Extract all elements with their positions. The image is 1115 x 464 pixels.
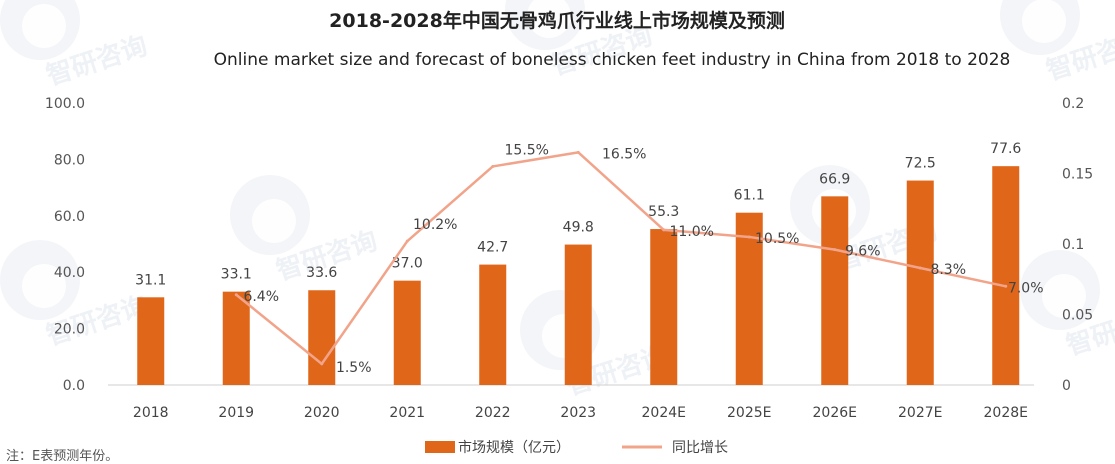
legend-line-label: 同比增长 bbox=[672, 440, 728, 456]
line-point bbox=[1004, 284, 1008, 288]
right-y-tick-label: 0.15 bbox=[1062, 167, 1093, 183]
line-data-label: 1.5% bbox=[336, 360, 372, 376]
watermark-logo: 智研咨询 bbox=[1000, 0, 1115, 87]
watermark-logo: 智研咨询 bbox=[505, 0, 656, 82]
left-y-axis: 0.0 20.0 40.0 60.0 80.0 100.0 bbox=[45, 96, 85, 394]
bar bbox=[821, 196, 849, 385]
right-y-tick-label: 0 bbox=[1062, 378, 1071, 394]
left-y-tick-label: 100.0 bbox=[45, 96, 85, 112]
right-y-tick-label: 0.2 bbox=[1062, 96, 1084, 112]
bar bbox=[393, 280, 421, 385]
watermark-logo: 智研咨询 bbox=[1020, 250, 1115, 362]
line-data-label: 15.5% bbox=[505, 142, 549, 158]
x-tick-label: 2023 bbox=[560, 405, 596, 421]
bar bbox=[650, 229, 678, 385]
bar-series: 31.1 33.1 33.6 37.0 42.7 49.8 55.3 61.1 66.9 72.5… bbox=[135, 141, 1021, 385]
x-tick-label: 2021 bbox=[389, 405, 425, 421]
bar bbox=[137, 297, 165, 385]
x-axis: 2018 2019 2020 2021 2022 2023 2024E 2025E 2026E 2… bbox=[133, 405, 1028, 421]
chart-title: 2018-2028年中国无骨鸡爪行业线上市场规模及预测 bbox=[329, 9, 785, 32]
line-data-label: 8.3% bbox=[930, 262, 966, 278]
bar-data-label: 72.5 bbox=[905, 156, 936, 172]
left-y-tick-label: 20.0 bbox=[54, 322, 85, 338]
right-y-axis: 0 0.05 0.1 0.15 0.2 bbox=[1062, 96, 1093, 394]
x-tick-label: 2026E bbox=[813, 405, 857, 421]
line-point bbox=[918, 266, 922, 270]
left-y-tick-label: 80.0 bbox=[54, 152, 85, 168]
bar-data-label: 66.9 bbox=[819, 171, 850, 187]
legend: 市场规模（亿元） 同比增长 bbox=[425, 439, 728, 456]
right-y-tick-label: 0.05 bbox=[1062, 308, 1093, 324]
watermark-logo: 智研咨询 bbox=[0, 0, 151, 92]
line-data-label: 11.0% bbox=[670, 224, 714, 240]
line-point bbox=[405, 239, 409, 243]
x-tick-label: 2028E bbox=[984, 405, 1028, 421]
bar bbox=[479, 264, 507, 385]
bar-data-label: 33.6 bbox=[306, 265, 337, 281]
x-tick-label: 2024E bbox=[642, 405, 686, 421]
left-y-tick-label: 0.0 bbox=[63, 378, 85, 394]
x-tick-label: 2019 bbox=[218, 405, 254, 421]
growth-line bbox=[235, 151, 1007, 366]
line-point bbox=[662, 228, 666, 232]
line-data-label: 7.0% bbox=[1008, 280, 1044, 296]
bar-data-label: 55.3 bbox=[648, 204, 679, 220]
chart-subtitle: Online market size and forecast of bonel… bbox=[214, 50, 1011, 70]
line-point bbox=[576, 150, 580, 154]
line-series: 6.4% 1.5% 10.2% 15.5% 16.5% 11.0% 10.5% 9.6% 8.3… bbox=[234, 142, 1044, 376]
line-data-label: 9.6% bbox=[845, 244, 881, 260]
line-point bbox=[747, 235, 751, 239]
legend-bar-swatch bbox=[425, 441, 455, 453]
bar-data-label: 33.1 bbox=[221, 267, 252, 283]
line-point bbox=[320, 362, 324, 366]
bar bbox=[564, 244, 592, 385]
x-tick-label: 2027E bbox=[898, 405, 942, 421]
right-y-tick-label: 0.1 bbox=[1062, 237, 1084, 253]
x-tick-label: 2020 bbox=[304, 405, 340, 421]
x-tick-label: 2025E bbox=[727, 405, 771, 421]
footnote: 注：E表预测年份。 bbox=[6, 449, 118, 464]
bar-data-label: 31.1 bbox=[135, 272, 166, 288]
left-y-tick-label: 40.0 bbox=[54, 265, 85, 281]
line-data-label: 10.5% bbox=[755, 231, 799, 247]
bar-data-label: 42.7 bbox=[477, 240, 508, 256]
bar bbox=[992, 166, 1020, 385]
bar-data-label: 37.0 bbox=[392, 256, 423, 272]
line-point bbox=[234, 293, 238, 297]
left-y-tick-label: 60.0 bbox=[54, 209, 85, 225]
line-point bbox=[833, 248, 837, 252]
bar bbox=[735, 212, 763, 385]
x-tick-label: 2018 bbox=[133, 405, 169, 421]
line-point bbox=[491, 164, 495, 168]
bar bbox=[308, 290, 336, 385]
line-data-label: 10.2% bbox=[413, 217, 457, 233]
bar bbox=[222, 291, 250, 385]
bar-data-label: 49.8 bbox=[563, 220, 594, 236]
line-data-label: 6.4% bbox=[243, 289, 279, 305]
x-tick-label: 2022 bbox=[475, 405, 511, 421]
bar-data-label: 61.1 bbox=[734, 188, 765, 204]
line-data-label: 16.5% bbox=[602, 146, 646, 162]
bar-data-label: 77.6 bbox=[990, 141, 1021, 157]
legend-bar-label: 市场规模（亿元） bbox=[458, 439, 570, 456]
bar bbox=[906, 180, 934, 385]
